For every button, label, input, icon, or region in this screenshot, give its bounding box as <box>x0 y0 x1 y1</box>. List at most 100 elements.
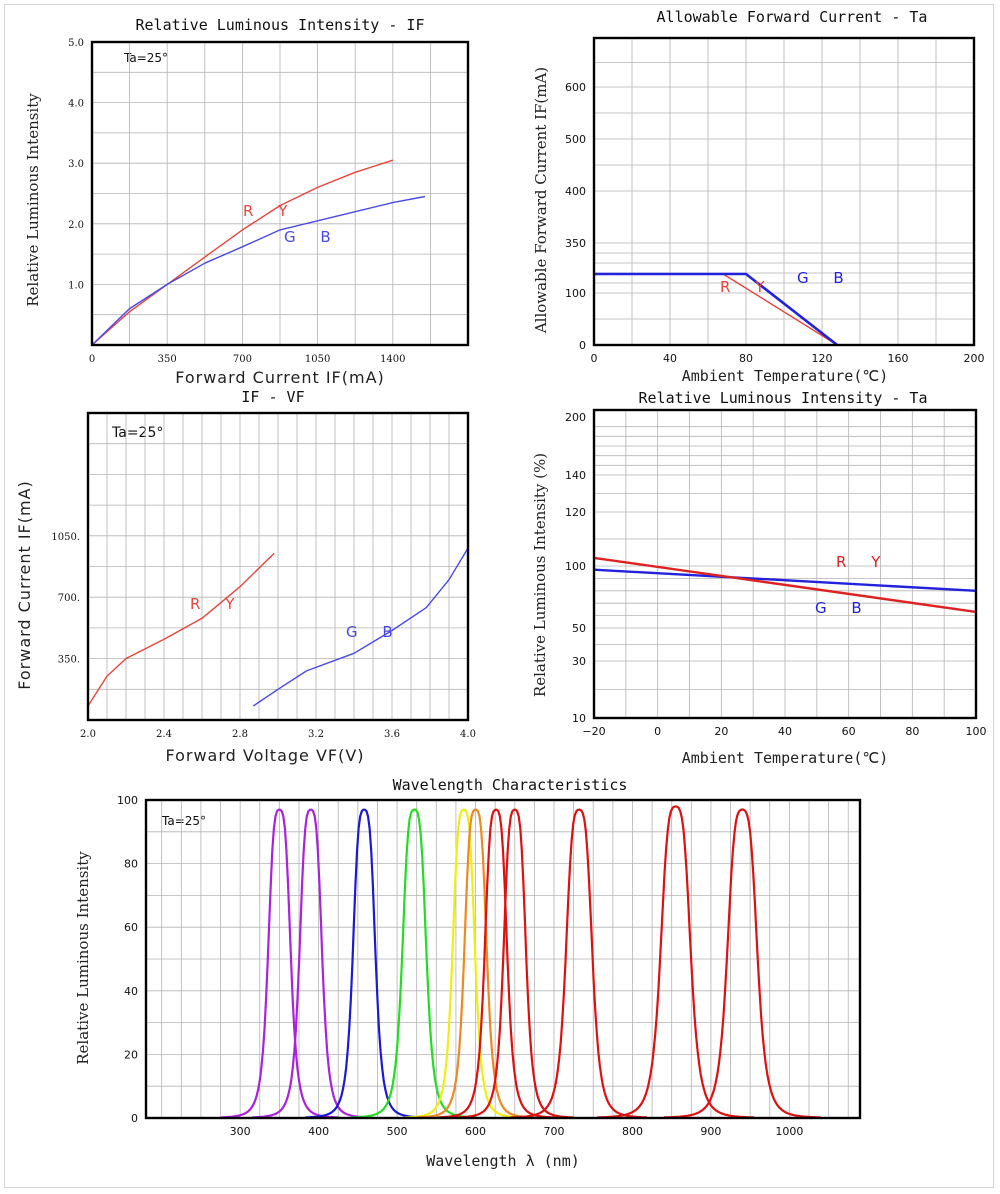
series-line <box>663 808 821 1119</box>
x-tick-label: 300 <box>230 1125 251 1138</box>
x-tick-label: 20 <box>714 725 728 738</box>
chart-if-ta-ylabel: Allowable Forward Current IF(mA) <box>532 67 550 334</box>
chart-lum-ta: Relative Luminous Intensity - Ta Ambient… <box>531 389 987 767</box>
y-tick-label: 350 <box>565 237 586 250</box>
x-tick-label: 40 <box>663 352 677 365</box>
y-tick-label: 350. <box>58 655 80 666</box>
x-tick-label: 1400 <box>380 354 405 365</box>
x-tick-label: −20 <box>582 725 605 738</box>
x-tick-label: 2.0 <box>80 729 96 740</box>
series-line <box>251 808 370 1119</box>
x-tick-label: 100 <box>966 725 987 738</box>
series-line <box>404 808 523 1119</box>
series-line <box>416 808 535 1119</box>
series-line <box>597 805 755 1119</box>
chart-lum-if-title: Relative Luminous Intensity - IF <box>136 16 425 34</box>
y-tick-label: 40 <box>124 985 138 998</box>
x-tick-label: 400 <box>308 1125 329 1138</box>
figure-frame <box>4 4 994 1188</box>
chart-lum-ta-ylabel: Relative Luminous Intensity (%) <box>531 453 549 697</box>
chart-lum-if-xlabel: Forward Current IF(mA) <box>175 368 385 387</box>
x-tick-label: 0 <box>654 725 661 738</box>
grid-lines <box>88 413 468 720</box>
series-line <box>593 556 977 614</box>
chart-if-vf-annotation: Ta=25° <box>111 425 163 441</box>
series-name-label: G B <box>284 228 341 246</box>
x-tick-label: 160 <box>888 352 909 365</box>
x-tick-label: 900 <box>700 1125 721 1138</box>
x-tick-label: 40 <box>778 725 792 738</box>
series-name-label: G B <box>346 623 403 641</box>
grid-lines <box>594 410 976 718</box>
series-line <box>220 808 339 1119</box>
series-name-label: R Y <box>836 553 890 571</box>
x-tick-label: 700 <box>233 354 252 365</box>
chart-if-ta-title: Allowable Forward Current - Ta <box>657 8 928 26</box>
chart-lum-if-ylabel: Relative Luminous Intensity <box>24 93 42 307</box>
y-tick-label: 3.0 <box>68 159 84 170</box>
y-tick-label: 2.0 <box>68 220 84 231</box>
x-tick-label: 200 <box>964 352 985 365</box>
grid-lines <box>594 38 974 345</box>
chart-wavelength-title: Wavelength Characteristics <box>393 776 628 794</box>
y-tick-label: 20 <box>124 1048 138 1061</box>
chart-if-vf-xlabel: Forward Voltage VF(V) <box>165 746 364 765</box>
series-name-label: R Y <box>720 278 774 296</box>
plot-border <box>592 36 976 347</box>
x-tick-label: 500 <box>387 1125 408 1138</box>
series-name-label: R Y <box>190 595 244 613</box>
chart-wavelength-ylabel: Relative Luminous Intensity <box>74 851 92 1065</box>
x-tick-label: 1050 <box>305 354 330 365</box>
x-tick-label: 0 <box>591 352 598 365</box>
y-tick-label: 120 <box>565 506 586 519</box>
y-tick-label: 100 <box>565 287 586 300</box>
y-tick-label: 1.0 <box>68 280 84 291</box>
grid-lines <box>146 800 860 1118</box>
chart-if-vf-title: IF - VF <box>241 388 304 406</box>
x-tick-label: 80 <box>905 725 919 738</box>
y-tick-label: 10 <box>572 712 586 725</box>
plot-border <box>86 411 470 722</box>
x-tick-label: 4.0 <box>460 729 476 740</box>
grid-lines <box>92 42 468 345</box>
y-tick-label: 140 <box>565 469 586 482</box>
y-tick-label: 700. <box>58 593 80 604</box>
series-line <box>510 808 647 1119</box>
series-line <box>252 547 469 707</box>
x-tick-label: 1000 <box>775 1125 803 1138</box>
y-tick-label: 100 <box>565 560 586 573</box>
x-tick-label: 2.8 <box>232 729 248 740</box>
series-line <box>87 552 275 707</box>
chart-lum-ta-title: Relative Luminous Intensity - Ta <box>639 389 928 407</box>
x-tick-label: 700 <box>544 1125 565 1138</box>
x-tick-label: 60 <box>842 725 856 738</box>
chart-if-vf-ylabel: Forward Current IF(mA) <box>15 480 34 690</box>
x-tick-label: 80 <box>739 352 753 365</box>
series-line <box>305 808 424 1119</box>
y-tick-label: 600 <box>565 81 586 94</box>
y-tick-label: 5.0 <box>68 38 84 49</box>
chart-wavelength-annotation: Ta=25° <box>161 814 206 828</box>
x-tick-label: 2.4 <box>156 729 172 740</box>
series-name-label: G B <box>797 269 854 287</box>
chart-lum-if-annotation: Ta=25° <box>123 51 168 65</box>
plot-border <box>144 798 862 1120</box>
chart-wavelength: Wavelength Characteristics Wavelength λ … <box>74 776 862 1170</box>
y-tick-label: 80 <box>124 858 138 871</box>
y-tick-label: 30 <box>572 655 586 668</box>
y-tick-label: 1050. <box>51 532 80 543</box>
y-tick-label: 400 <box>565 185 586 198</box>
series-line <box>91 159 394 346</box>
chart-if-ta-xlabel: Ambient Temperature(℃) <box>682 367 889 385</box>
y-tick-label: 4.0 <box>68 99 84 110</box>
x-tick-label: 120 <box>812 352 833 365</box>
x-tick-label: 3.2 <box>308 729 324 740</box>
y-tick-label: 100 <box>117 794 138 807</box>
series-line <box>593 568 977 592</box>
plot-border <box>90 40 470 347</box>
series-line <box>594 272 838 347</box>
x-tick-label: 3.6 <box>384 729 400 740</box>
y-tick-label: 60 <box>124 921 138 934</box>
chart-if-ta: Allowable Forward Current - Ta Ambient T… <box>532 8 985 385</box>
